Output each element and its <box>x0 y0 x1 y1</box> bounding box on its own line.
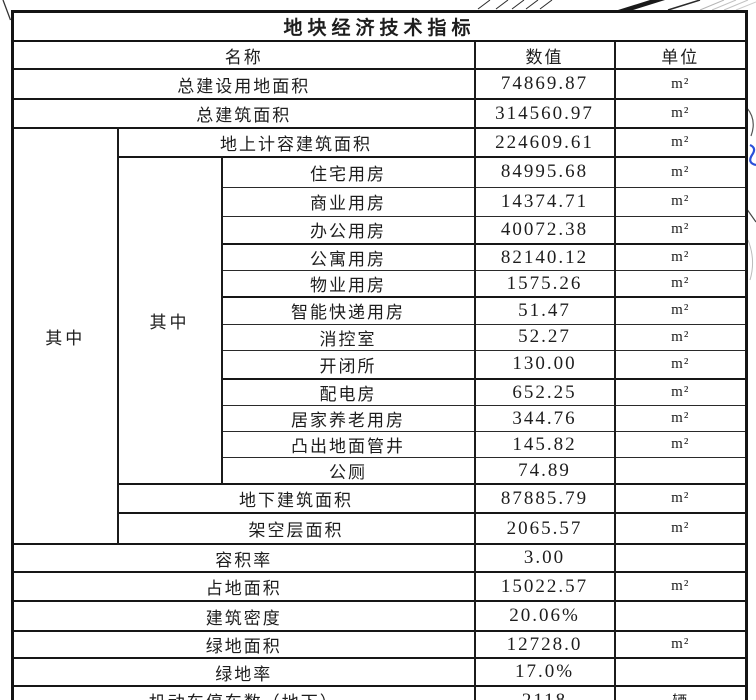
row-value: 15022.57 <box>473 571 616 602</box>
row-unit: m² <box>613 431 748 458</box>
table-row: 配电房 652.25 m² <box>13 378 748 406</box>
row-value: 40072.38 <box>473 215 616 245</box>
table-row: 总建筑面积 314560.97 m² <box>11 98 748 129</box>
row-value: 74.89 <box>473 457 616 485</box>
row-value: 82140.12 <box>473 243 616 271</box>
row-unit: m² <box>613 405 748 432</box>
row-unit: m² <box>613 156 748 188</box>
table-row: 凸出地面管井 145.82 m² <box>13 431 748 458</box>
row-name: 智能快递用房 <box>220 296 476 325</box>
row-name: 绿地面积 <box>11 630 476 659</box>
row-value: 3.00 <box>473 543 616 573</box>
table-row: 机动车停车数（地下） 2118 辆 <box>11 685 748 700</box>
row-unit: m² <box>613 378 748 406</box>
row-name: 架空层面积 <box>116 512 476 545</box>
table-row: 容积率 3.00 <box>11 543 748 573</box>
row-name: 配电房 <box>220 378 476 406</box>
row-name: 绿地率 <box>11 657 476 687</box>
row-value: 51.47 <box>473 296 616 325</box>
row-unit: m² <box>613 270 748 298</box>
row-name: 办公用房 <box>220 215 476 245</box>
row-unit <box>613 543 748 573</box>
row-name: 住宅用房 <box>220 156 476 188</box>
row-value: 344.76 <box>473 405 616 432</box>
row-name: 凸出地面管井 <box>220 431 476 458</box>
row-name: 容积率 <box>11 543 476 573</box>
table-row: 架空层面积 2065.57 m² <box>13 512 748 545</box>
row-unit: m² <box>613 243 748 271</box>
table-title-row: 地块经济技术指标 <box>11 11 748 42</box>
group-label-inner: 其中 <box>116 156 223 485</box>
table-row: 智能快递用房 51.47 m² <box>13 296 748 325</box>
row-value: 2118 <box>473 685 616 700</box>
table-row: 其中 地上计容建筑面积 224609.61 m² <box>11 127 748 545</box>
row-unit: m² <box>613 571 748 602</box>
column-header-name: 名称 <box>11 40 476 70</box>
row-value: 12728.0 <box>473 630 616 659</box>
row-unit: m² <box>613 296 748 325</box>
table-row: 物业用房 1575.26 m² <box>13 270 748 298</box>
row-value: 2065.57 <box>473 512 616 545</box>
row-name: 公寓用房 <box>220 243 476 271</box>
row-value: 20.06% <box>473 600 616 632</box>
row-name: 公厕 <box>220 457 476 485</box>
row-name: 开闭所 <box>220 349 476 380</box>
row-name: 机动车停车数（地下） <box>11 685 476 700</box>
row-value: 17.0% <box>473 657 616 687</box>
table-row: 占地面积 15022.57 m² <box>11 571 748 602</box>
row-name: 物业用房 <box>220 270 476 298</box>
row-unit: m² <box>613 349 748 380</box>
row-unit: 辆 <box>613 685 748 700</box>
table-row: 商业用房 14374.71 m² <box>13 186 748 217</box>
table-row: 建筑密度 20.06% <box>11 600 748 632</box>
table-title: 地块经济技术指标 <box>11 11 748 42</box>
row-unit: m² <box>613 483 748 514</box>
row-value: 652.25 <box>473 378 616 406</box>
row-unit: m² <box>613 98 748 129</box>
table-row: 公厕 74.89 <box>13 457 748 485</box>
row-name: 总建筑面积 <box>11 98 476 129</box>
row-unit <box>613 657 748 687</box>
row-name: 居家养老用房 <box>220 405 476 432</box>
row-value: 145.82 <box>473 431 616 458</box>
row-unit <box>613 600 748 632</box>
table-row: 绿地率 17.0% <box>11 657 748 687</box>
row-name: 建筑密度 <box>11 600 476 632</box>
row-unit: m² <box>613 68 748 100</box>
row-value: 74869.87 <box>473 68 616 100</box>
row-name: 地上计容建筑面积 <box>116 127 476 158</box>
row-unit <box>613 457 748 485</box>
row-name: 商业用房 <box>220 186 476 217</box>
table-row: 绿地面积 12728.0 m² <box>11 630 748 659</box>
table-row: 其中 住宅用房 84995.68 m² <box>13 156 748 485</box>
table-row: 地下建筑面积 87885.79 m² <box>13 483 748 514</box>
row-value: 130.00 <box>473 349 616 380</box>
column-header-value: 数值 <box>473 40 616 70</box>
row-value: 314560.97 <box>473 98 616 129</box>
row-name: 地下建筑面积 <box>116 483 476 514</box>
row-value: 84995.68 <box>473 156 616 188</box>
column-header-unit: 单位 <box>613 40 748 70</box>
row-value: 87885.79 <box>473 483 616 514</box>
row-unit: m² <box>613 215 748 245</box>
indicator-table: 地块经济技术指标 名称 数值 单位 总建设用地面积 74869.87 m² 总建… <box>11 10 749 700</box>
row-unit: m² <box>613 127 748 158</box>
group-label-outer: 其中 <box>11 127 119 545</box>
row-unit: m² <box>613 323 748 351</box>
row-unit: m² <box>613 512 748 545</box>
table-header-row: 名称 数值 单位 <box>11 40 748 70</box>
row-unit: m² <box>613 186 748 217</box>
row-name: 总建设用地面积 <box>11 68 476 100</box>
table-row: 消控室 52.27 m² <box>13 323 748 351</box>
table-row: 公寓用房 82140.12 m² <box>13 243 748 271</box>
row-name: 占地面积 <box>11 571 476 602</box>
row-name: 消控室 <box>220 323 476 351</box>
row-value: 1575.26 <box>473 270 616 298</box>
table-row: 总建设用地面积 74869.87 m² <box>11 68 748 100</box>
row-unit: m² <box>613 630 748 659</box>
row-value: 224609.61 <box>473 127 616 158</box>
row-value: 14374.71 <box>473 186 616 217</box>
row-value: 52.27 <box>473 323 616 351</box>
